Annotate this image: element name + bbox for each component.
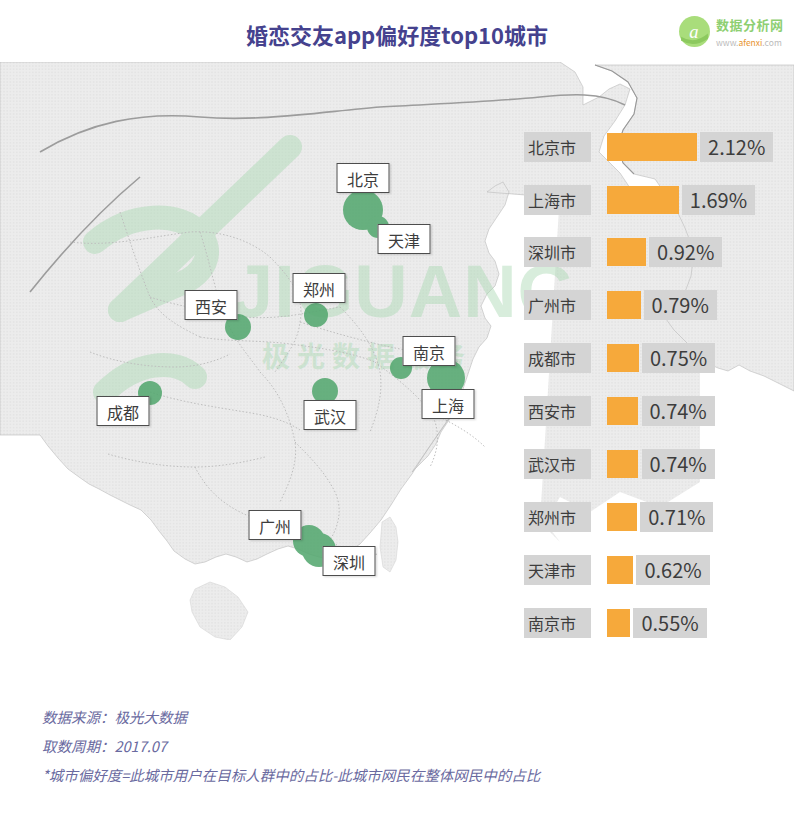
svg-text:a: a [689, 21, 698, 42]
